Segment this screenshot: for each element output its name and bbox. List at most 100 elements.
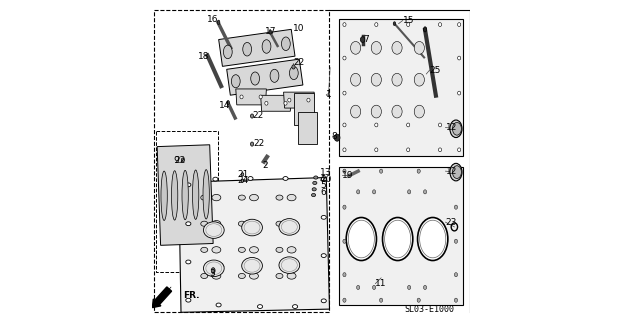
Ellipse shape bbox=[186, 260, 191, 264]
Ellipse shape bbox=[360, 37, 365, 43]
Ellipse shape bbox=[455, 205, 458, 209]
Ellipse shape bbox=[186, 222, 191, 226]
Ellipse shape bbox=[392, 73, 402, 86]
Text: 22: 22 bbox=[253, 139, 264, 148]
Ellipse shape bbox=[259, 95, 262, 99]
Ellipse shape bbox=[212, 273, 221, 279]
Ellipse shape bbox=[223, 45, 232, 59]
Ellipse shape bbox=[458, 23, 461, 27]
Text: 4: 4 bbox=[320, 175, 325, 184]
Ellipse shape bbox=[265, 101, 268, 105]
Polygon shape bbox=[297, 112, 317, 144]
Ellipse shape bbox=[407, 285, 411, 290]
Ellipse shape bbox=[192, 170, 199, 220]
Ellipse shape bbox=[439, 23, 442, 27]
Ellipse shape bbox=[455, 298, 458, 302]
Ellipse shape bbox=[321, 215, 327, 219]
Ellipse shape bbox=[343, 56, 346, 60]
Text: 6: 6 bbox=[320, 188, 326, 197]
Ellipse shape bbox=[251, 142, 254, 146]
Ellipse shape bbox=[417, 298, 420, 302]
Ellipse shape bbox=[351, 73, 361, 86]
Text: 18: 18 bbox=[198, 52, 210, 61]
Ellipse shape bbox=[379, 169, 383, 173]
Ellipse shape bbox=[452, 166, 462, 179]
Ellipse shape bbox=[227, 100, 230, 105]
Text: 19: 19 bbox=[342, 171, 354, 180]
Ellipse shape bbox=[283, 177, 288, 180]
Ellipse shape bbox=[458, 123, 461, 127]
Ellipse shape bbox=[407, 190, 411, 194]
Ellipse shape bbox=[346, 218, 376, 260]
Ellipse shape bbox=[351, 42, 361, 54]
Ellipse shape bbox=[455, 239, 458, 243]
Ellipse shape bbox=[287, 247, 296, 253]
Text: 13: 13 bbox=[320, 168, 332, 177]
Text: 17: 17 bbox=[265, 28, 276, 36]
Ellipse shape bbox=[287, 273, 296, 279]
Ellipse shape bbox=[284, 101, 287, 105]
Ellipse shape bbox=[379, 298, 383, 302]
Ellipse shape bbox=[276, 273, 283, 278]
Text: 22: 22 bbox=[175, 156, 186, 165]
Ellipse shape bbox=[249, 195, 258, 201]
Ellipse shape bbox=[288, 98, 291, 102]
Text: SL03-E1000: SL03-E1000 bbox=[404, 305, 454, 314]
Ellipse shape bbox=[249, 220, 258, 227]
Ellipse shape bbox=[373, 190, 376, 194]
Ellipse shape bbox=[282, 37, 290, 51]
Text: 16: 16 bbox=[207, 15, 218, 24]
Text: FR.: FR. bbox=[183, 291, 200, 300]
Ellipse shape bbox=[251, 114, 254, 118]
Text: 12: 12 bbox=[445, 123, 457, 132]
Ellipse shape bbox=[356, 190, 360, 194]
Text: 24: 24 bbox=[237, 176, 248, 185]
Ellipse shape bbox=[343, 148, 346, 152]
Ellipse shape bbox=[248, 177, 253, 180]
Text: 23: 23 bbox=[445, 218, 457, 227]
FancyArrow shape bbox=[152, 287, 172, 308]
Ellipse shape bbox=[269, 30, 271, 34]
Ellipse shape bbox=[371, 42, 381, 54]
Ellipse shape bbox=[292, 305, 297, 308]
Ellipse shape bbox=[407, 23, 410, 27]
Ellipse shape bbox=[243, 43, 251, 56]
Ellipse shape bbox=[186, 183, 191, 187]
Polygon shape bbox=[339, 19, 463, 156]
Text: 8: 8 bbox=[332, 132, 338, 140]
Ellipse shape bbox=[289, 67, 298, 80]
Ellipse shape bbox=[343, 205, 346, 209]
Ellipse shape bbox=[251, 72, 259, 85]
Ellipse shape bbox=[321, 299, 327, 303]
Ellipse shape bbox=[242, 219, 262, 236]
Text: 9: 9 bbox=[174, 156, 179, 165]
Polygon shape bbox=[236, 89, 266, 105]
Ellipse shape bbox=[374, 148, 378, 152]
Ellipse shape bbox=[270, 69, 279, 82]
Ellipse shape bbox=[307, 98, 310, 102]
Ellipse shape bbox=[213, 177, 218, 181]
Ellipse shape bbox=[249, 247, 258, 253]
Ellipse shape bbox=[383, 218, 413, 260]
Ellipse shape bbox=[392, 42, 402, 54]
Ellipse shape bbox=[279, 257, 300, 273]
Ellipse shape bbox=[216, 303, 221, 307]
Text: 5: 5 bbox=[320, 181, 326, 190]
Text: 15: 15 bbox=[403, 16, 414, 25]
Ellipse shape bbox=[203, 260, 224, 276]
Ellipse shape bbox=[211, 268, 215, 273]
Ellipse shape bbox=[186, 298, 191, 302]
Ellipse shape bbox=[276, 221, 283, 226]
Ellipse shape bbox=[371, 105, 381, 118]
Ellipse shape bbox=[292, 65, 295, 69]
Ellipse shape bbox=[242, 258, 262, 274]
Ellipse shape bbox=[417, 169, 420, 173]
Text: 22: 22 bbox=[294, 58, 305, 67]
Ellipse shape bbox=[279, 219, 300, 235]
Ellipse shape bbox=[373, 285, 376, 290]
Text: 11: 11 bbox=[375, 279, 387, 288]
Ellipse shape bbox=[287, 195, 296, 201]
Ellipse shape bbox=[343, 23, 346, 27]
Ellipse shape bbox=[343, 239, 346, 243]
Polygon shape bbox=[226, 59, 303, 95]
